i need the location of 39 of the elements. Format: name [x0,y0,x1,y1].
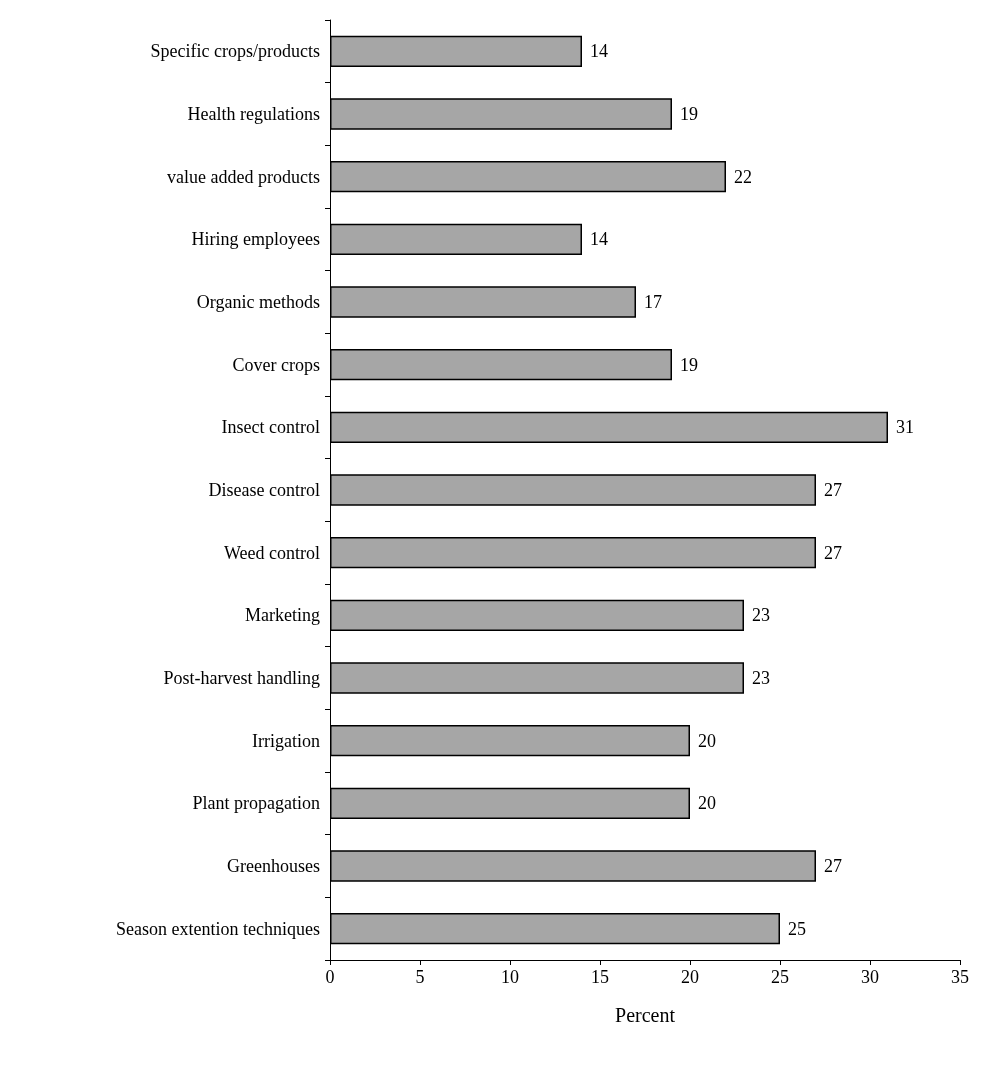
y-tick-label: Weed control [223,542,320,563]
data-label: 14 [590,41,608,62]
data-label: 14 [590,229,608,250]
y-tick-label: Marketing [245,605,320,626]
x-tick-label: 20 [681,967,699,987]
y-tick-label: Greenhouses [227,856,320,876]
x-tick-label: 30 [861,967,879,987]
x-tick-label: 10 [501,967,519,987]
y-tick-label: Health regulations [187,104,320,124]
x-tick-label: 15 [591,967,609,987]
data-label: 17 [644,292,662,312]
data-label: 23 [752,605,770,626]
x-axis-title: Percent [615,1004,676,1026]
y-tick-label: Disease control [208,480,320,500]
y-tick-label: Post-harvest handling [163,668,320,688]
data-label: 27 [824,542,842,563]
data-label: 23 [752,668,770,688]
y-tick-label: Plant propagation [192,793,320,814]
y-tick-label: Season extention techniques [116,918,320,939]
data-label: 20 [698,793,716,814]
y-tick-label: Cover crops [232,354,320,375]
data-label: 19 [680,354,698,375]
y-tick-label: Specific crops/products [150,41,320,62]
y-tick-label: Hiring employees [191,229,320,250]
data-label: 19 [680,104,698,124]
data-label: 31 [896,417,914,438]
y-tick-label: Organic methods [196,292,320,312]
data-label: 20 [698,730,716,751]
data-label: 25 [788,918,806,939]
x-tick-label: 5 [415,967,425,987]
x-tick-label: 0 [325,967,335,987]
x-tick-label: 35 [951,967,969,987]
x-tick-label: 25 [771,967,789,987]
data-label: 22 [734,166,752,187]
y-tick-label: Insect control [221,417,320,438]
data-label: 27 [824,856,842,876]
data-label: 27 [824,480,842,500]
y-tick-label: Irrigation [252,730,320,751]
y-tick-label: value added products [167,166,320,187]
